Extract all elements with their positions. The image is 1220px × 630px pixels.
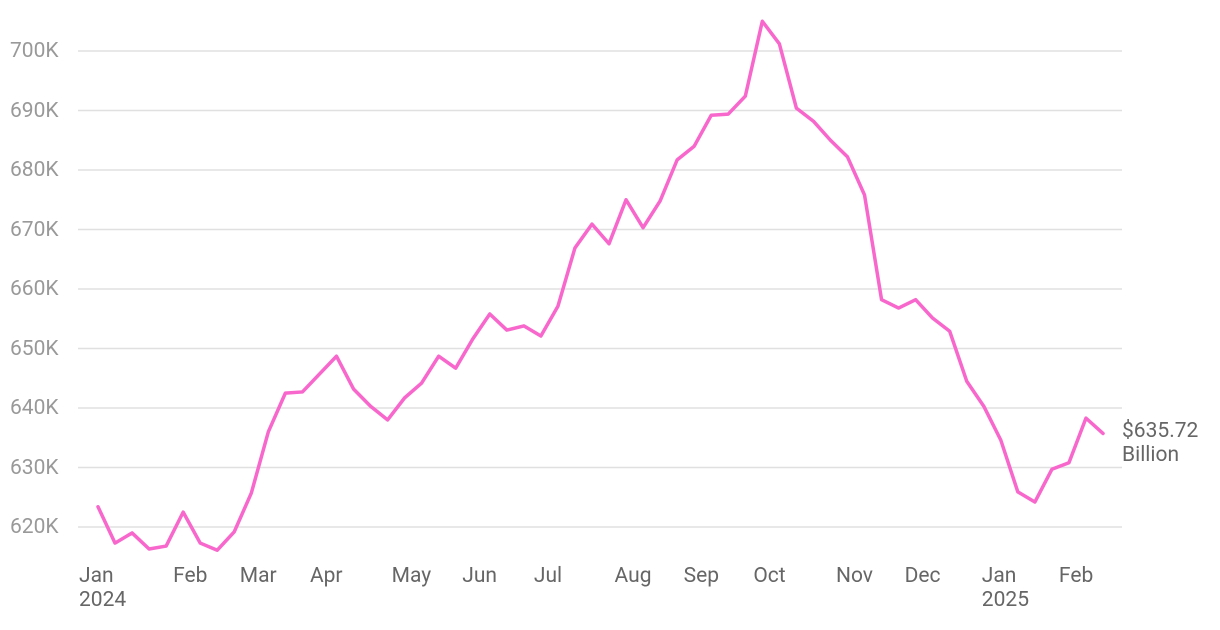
y-tick-label: 660K [10, 277, 59, 301]
x-tick-label: Mar [239, 564, 277, 588]
x-tick-label: Feb [173, 564, 208, 588]
y-tick-label: 700K [10, 39, 59, 63]
x-tick-label: Nov [835, 564, 873, 588]
x-tick-label: Jan 2024 [79, 564, 127, 612]
y-tick-label: 650K [10, 336, 59, 361]
line [96, 19, 1105, 552]
y-tick-label: 640K [10, 396, 59, 420]
y-tick-label: 670K [10, 217, 59, 242]
y-tick-label: 690K [10, 98, 59, 123]
y-tick-label: 630K [10, 455, 59, 480]
x-tick-label: Apr [309, 564, 343, 588]
x-tick-label: Feb [1058, 564, 1094, 588]
x-tick-label: May [391, 564, 432, 588]
x-tick-label: Oct [753, 564, 786, 588]
end-label: $635.72 Billion [1122, 419, 1199, 468]
x-tick-label: Jun [462, 564, 497, 588]
x-tick-label: Dec [904, 564, 941, 588]
x-tick-label: Aug [614, 564, 652, 588]
x-tick-label: Jul [533, 564, 563, 588]
y-tick-label: 620K [10, 515, 59, 539]
x-tick-label: Sep [683, 564, 720, 588]
y-tick-label: 680K [10, 158, 59, 182]
x-tick-label: Jan 2025 [981, 564, 1029, 612]
